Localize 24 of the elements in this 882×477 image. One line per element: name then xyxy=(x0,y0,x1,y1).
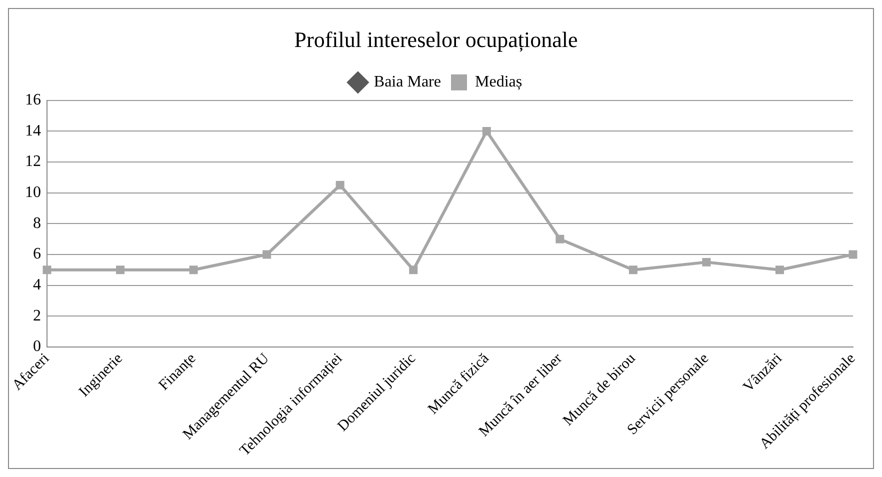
point xyxy=(628,266,638,274)
y-tick-label: 6 xyxy=(33,246,41,263)
y-tick-label: 8 xyxy=(33,214,41,232)
point xyxy=(262,250,272,259)
point xyxy=(556,234,564,244)
y-tick-label: 12 xyxy=(25,153,41,170)
y-tick-label: 2 xyxy=(33,307,41,324)
legend-label: Baia Mare xyxy=(374,74,441,91)
y-tick-label: 10 xyxy=(25,184,41,202)
point xyxy=(116,266,125,274)
point xyxy=(848,250,858,259)
point xyxy=(42,266,52,274)
y-tick-label: 4 xyxy=(33,276,41,294)
y-tick-label: 0 xyxy=(33,338,41,356)
point xyxy=(775,266,784,274)
point xyxy=(702,258,711,266)
y-tick-label: 16 xyxy=(25,92,41,109)
point xyxy=(189,266,198,274)
point xyxy=(482,126,491,136)
point xyxy=(409,266,418,274)
legend-label: Mediaș xyxy=(474,74,522,91)
chart-title: Profilul intereselor ocupaționale xyxy=(294,26,578,52)
y-tick-label: 14 xyxy=(25,122,41,140)
point xyxy=(336,180,344,190)
